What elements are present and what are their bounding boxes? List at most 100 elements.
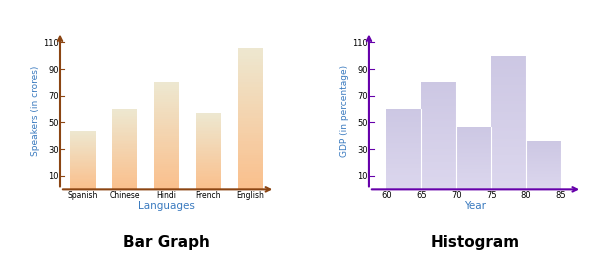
Bar [196,148,221,150]
Bar [70,135,95,136]
Bar [238,82,263,84]
Bar [456,140,491,141]
Bar [70,181,95,182]
Bar [154,110,179,112]
Bar [154,170,179,172]
Bar [526,184,561,185]
Bar [456,160,491,162]
Bar [491,90,526,93]
Bar [154,168,179,170]
Bar [421,99,456,102]
Bar [238,161,263,164]
Bar [112,154,137,156]
Bar [386,172,421,173]
Bar [238,53,263,56]
Bar [456,169,491,170]
Bar [238,138,263,141]
Bar [421,104,456,106]
Bar [491,146,526,149]
Bar [154,121,179,123]
Bar [491,141,526,144]
Bar [238,76,263,79]
Bar [196,128,221,130]
Bar [154,82,179,84]
Bar [196,183,221,185]
Bar [70,166,95,167]
Bar [112,169,137,170]
Bar [238,167,263,170]
Bar [491,171,526,173]
Bar [526,147,561,148]
Bar [421,89,456,91]
Bar [70,187,95,188]
Bar [421,179,456,181]
Bar [526,185,561,186]
Bar [196,130,221,132]
Bar [196,160,221,162]
Bar [196,151,221,153]
Bar [70,139,95,140]
Bar [386,136,421,138]
Bar [421,140,456,142]
Bar [154,119,179,121]
Bar [112,185,137,186]
Bar [491,176,526,179]
Bar [526,179,561,180]
Bar [112,128,137,130]
Bar [491,133,526,136]
Bar [526,178,561,179]
Bar [526,188,561,189]
Bar [238,59,263,62]
Bar [526,168,561,169]
Bar [196,186,221,188]
Bar [386,151,421,153]
Bar [386,124,421,125]
Bar [421,187,456,189]
Bar [112,120,137,122]
Bar [421,157,456,159]
Bar [70,134,95,135]
Bar [238,93,263,96]
Bar [491,112,526,114]
Bar [196,180,221,182]
Bar [456,188,491,189]
Bar [491,136,526,139]
Bar [456,179,491,181]
Bar [238,104,263,107]
Bar [491,130,526,133]
Bar [526,180,561,181]
Bar [196,113,221,115]
Bar [70,168,95,169]
Bar [526,141,561,142]
Bar [196,156,221,157]
Bar [70,154,95,155]
Bar [456,170,491,172]
Bar [491,104,526,107]
Bar [112,170,137,172]
Bar [196,141,221,142]
Bar [491,125,526,128]
Bar [238,96,263,99]
Bar [456,182,491,183]
Bar [154,95,179,97]
Bar [421,166,456,168]
Bar [526,143,561,144]
Bar [526,183,561,184]
Bar [421,110,456,112]
Bar [526,159,561,160]
Bar [491,179,526,181]
Bar [70,130,95,132]
Bar [154,153,179,155]
Bar [456,164,491,165]
Bar [112,135,137,136]
Bar [386,185,421,186]
Bar [238,124,263,127]
Text: Bar Graph: Bar Graph [123,235,210,250]
Bar [456,186,491,187]
Bar [154,104,179,106]
Y-axis label: GDP (in percentage): GDP (in percentage) [340,64,349,156]
Bar [238,135,263,138]
Bar [154,114,179,117]
Bar [112,133,137,135]
Bar [154,144,179,146]
